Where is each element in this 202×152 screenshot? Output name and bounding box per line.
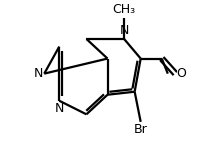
Text: O: O [175,67,185,80]
Text: CH₃: CH₃ [112,3,135,16]
Text: Br: Br [133,123,147,136]
Text: N: N [54,102,64,115]
Text: N: N [34,67,43,80]
Text: N: N [119,24,128,37]
